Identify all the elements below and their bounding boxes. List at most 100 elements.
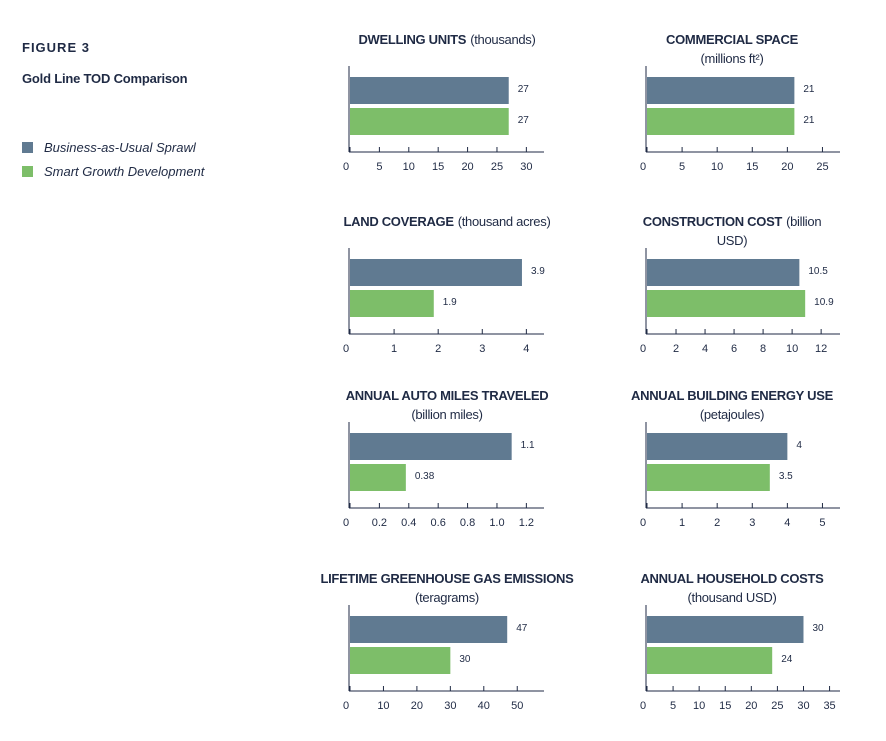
x-tick-label: 10	[693, 700, 705, 712]
chart-title-unit-line: USD)	[717, 233, 748, 248]
bar-sprawl	[647, 616, 804, 643]
x-tick-label: 0.8	[460, 517, 475, 529]
chart-title-unit: (thousands)	[470, 32, 535, 47]
x-tick-label: 2	[714, 517, 720, 529]
x-tick-label: 50	[511, 700, 523, 712]
chart-title: ANNUAL HOUSEHOLD COSTS	[640, 571, 824, 586]
x-tick-label: 15	[746, 161, 758, 173]
chart-title-unit-line: (teragrams)	[415, 590, 479, 605]
x-tick-label: 0	[640, 517, 646, 529]
x-tick-label: 20	[745, 700, 757, 712]
chart-title-unit-line: (billion miles)	[411, 407, 482, 422]
legend-swatch-sprawl	[22, 141, 33, 153]
chart-title: DWELLING UNITS (thousands)	[358, 32, 535, 47]
legend-label-smart-growth: Smart Growth Development	[44, 163, 205, 179]
value-label-smart-growth: 3.5	[779, 471, 793, 482]
legend-label-sprawl: Business-as-Usual Sprawl	[44, 139, 196, 155]
x-tick-label: 25	[491, 161, 503, 173]
chart-title: ANNUAL BUILDING ENERGY USE	[631, 388, 834, 403]
x-tick-label: 0	[343, 517, 349, 529]
x-tick-label: 35	[823, 700, 835, 712]
x-tick-label: 6	[731, 343, 737, 355]
chart-title: CONSTRUCTION COST (billion	[643, 214, 822, 229]
chart-title-main: CONSTRUCTION COST	[643, 214, 783, 229]
value-label-sprawl: 1.1	[521, 440, 535, 451]
bar-sprawl	[350, 77, 509, 104]
bar-smart-growth	[647, 647, 773, 674]
value-label-smart-growth: 21	[803, 115, 815, 126]
chart-title-unit: (thousand acres)	[458, 214, 551, 229]
chart-2: COMMERCIAL SPACE (millions ft²) 21 21 0 5 10 15…	[640, 32, 840, 173]
x-tick-label: 1	[679, 517, 685, 529]
value-label-smart-growth: 30	[459, 654, 471, 665]
chart-title-unit-line: (millions ft²)	[701, 51, 764, 66]
x-tick-label: 2	[435, 343, 441, 355]
bar-smart-growth	[350, 108, 509, 135]
chart-title-unit-line: (petajoules)	[700, 407, 764, 422]
chart-6: ANNUAL BUILDING ENERGY USE (petajoules) 4 3…	[631, 388, 840, 529]
x-tick-label: 10	[711, 161, 723, 173]
x-tick-label: 2	[673, 343, 679, 355]
chart-title: COMMERCIAL SPACE	[666, 32, 799, 47]
chart-1: DWELLING UNITS (thousands) 27 27 0 5 10 15 20 25 3…	[343, 32, 544, 173]
x-tick-label: 0	[343, 343, 349, 355]
value-label-sprawl: 3.9	[531, 266, 545, 277]
bar-sprawl	[350, 259, 522, 286]
chart-title: LAND COVERAGE (thousand acres)	[344, 214, 551, 229]
x-tick-label: 0	[343, 161, 349, 173]
x-tick-label: 3	[749, 517, 755, 529]
chart-5: ANNUAL AUTO MILES TRAVELED (billion miles…	[343, 388, 549, 529]
chart-title: LIFETIME GREENHOUSE GAS EMISSIONS	[320, 571, 574, 586]
bar-sprawl	[647, 259, 800, 286]
x-tick-label: 12	[815, 343, 827, 355]
chart-4: CONSTRUCTION COST (billion USD) 10.5 10.9 0 2 4…	[640, 214, 840, 355]
x-tick-label: 3	[479, 343, 485, 355]
x-tick-label: 4	[784, 517, 790, 529]
bar-smart-growth	[647, 290, 806, 317]
x-tick-label: 0.6	[431, 517, 446, 529]
bar-sprawl	[647, 77, 795, 104]
chart-7: LIFETIME GREENHOUSE GAS EMISSIONS (teragr…	[320, 571, 574, 712]
x-tick-label: 0	[343, 700, 349, 712]
x-tick-label: 1.0	[489, 517, 504, 529]
x-tick-label: 10	[377, 700, 389, 712]
value-label-smart-growth: 0.38	[415, 471, 435, 482]
figure-title: Gold Line TOD Comparison	[22, 71, 188, 86]
x-tick-label: 0	[640, 343, 646, 355]
legend: Business-as-Usual Sprawl Smart Growth De…	[22, 135, 204, 183]
x-tick-label: 5	[819, 517, 825, 529]
value-label-smart-growth: 10.9	[814, 297, 834, 308]
x-tick-label: 5	[376, 161, 382, 173]
x-tick-label: 20	[461, 161, 473, 173]
value-label-sprawl: 30	[812, 623, 824, 634]
x-tick-label: 0	[640, 161, 646, 173]
x-tick-label: 0	[640, 700, 646, 712]
chart-title-main: ANNUAL AUTO MILES TRAVELED	[346, 388, 549, 403]
x-tick-label: 30	[444, 700, 456, 712]
x-tick-label: 0.2	[372, 517, 387, 529]
value-label-sprawl: 21	[803, 84, 815, 95]
legend-item-sprawl: Business-as-Usual Sprawl	[22, 135, 204, 159]
x-tick-label: 30	[797, 700, 809, 712]
x-tick-label: 15	[432, 161, 444, 173]
value-label-sprawl: 4	[796, 440, 802, 451]
x-tick-label: 5	[679, 161, 685, 173]
x-tick-label: 1	[391, 343, 397, 355]
value-label-smart-growth: 24	[781, 654, 793, 665]
value-label-smart-growth: 27	[518, 115, 530, 126]
chart-title-unit: (billion	[786, 214, 821, 229]
x-tick-label: 0.4	[401, 517, 416, 529]
chart-title-main: ANNUAL HOUSEHOLD COSTS	[640, 571, 824, 586]
x-tick-label: 4	[523, 343, 529, 355]
chart-title: ANNUAL AUTO MILES TRAVELED	[346, 388, 549, 403]
x-tick-label: 4	[702, 343, 708, 355]
x-tick-label: 25	[771, 700, 783, 712]
x-tick-label: 5	[670, 700, 676, 712]
bar-smart-growth	[647, 464, 770, 491]
x-tick-label: 25	[816, 161, 828, 173]
value-label-sprawl: 27	[518, 84, 530, 95]
x-tick-label: 10	[403, 161, 415, 173]
bar-sprawl	[350, 616, 508, 643]
chart-title-unit-line: (thousand USD)	[687, 590, 776, 605]
